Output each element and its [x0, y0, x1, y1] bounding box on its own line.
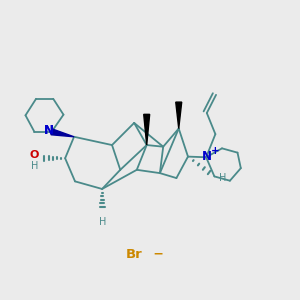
Text: N: N — [44, 124, 54, 137]
Text: −: − — [148, 248, 164, 260]
Text: H: H — [31, 161, 38, 171]
Text: N: N — [202, 150, 212, 163]
Text: H: H — [219, 173, 226, 183]
Text: O: O — [30, 150, 39, 160]
Text: Br: Br — [126, 248, 143, 260]
Text: N: N — [44, 124, 54, 137]
Polygon shape — [144, 114, 150, 145]
Polygon shape — [51, 129, 74, 137]
Polygon shape — [176, 102, 182, 128]
Text: H: H — [99, 217, 106, 227]
Text: +: + — [211, 146, 219, 156]
